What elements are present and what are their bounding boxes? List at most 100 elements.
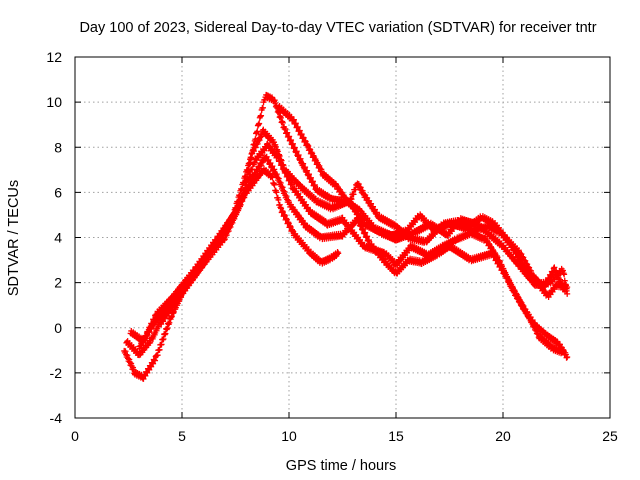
data-point [258, 159, 265, 166]
data-point [307, 174, 314, 181]
data-point [358, 216, 365, 223]
data-point [268, 173, 275, 180]
y-tick-label: 10 [46, 94, 62, 110]
data-series [121, 91, 571, 382]
data-point [348, 196, 355, 203]
data-point [240, 193, 247, 200]
data-point [335, 250, 342, 257]
data-point [259, 104, 266, 111]
data-point [302, 164, 309, 171]
data-point [304, 167, 311, 174]
data-point [170, 308, 177, 315]
data-point [522, 306, 529, 313]
data-point [290, 116, 297, 123]
data-point [308, 149, 315, 156]
data-point [518, 299, 525, 306]
data-point [316, 165, 323, 172]
series-track-5 [157, 91, 569, 328]
data-point [304, 142, 311, 149]
data-point [252, 136, 259, 143]
data-point [250, 174, 257, 181]
data-point [254, 128, 261, 135]
series-track-3 [127, 140, 566, 357]
data-point [508, 281, 515, 288]
x-tick-label: 15 [388, 428, 404, 444]
plot-border [74, 56, 611, 419]
y-tick-label: 6 [54, 184, 62, 200]
data-point [154, 352, 161, 359]
data-point [164, 325, 171, 332]
x-tick-label: 5 [178, 428, 186, 444]
data-point [300, 134, 307, 141]
data-point [311, 182, 318, 189]
data-point [158, 341, 165, 348]
data-point [561, 271, 568, 278]
data-point [564, 354, 571, 361]
data-point [373, 209, 380, 216]
data-point [156, 346, 163, 353]
data-point [242, 184, 249, 191]
y-tick-label: 4 [54, 230, 62, 246]
data-point [160, 336, 167, 343]
data-point [506, 280, 513, 287]
y-tick-label: 2 [54, 275, 62, 291]
data-point [275, 196, 282, 203]
y-tick-label: -4 [50, 410, 63, 426]
data-point [294, 123, 301, 130]
data-point [292, 120, 299, 127]
x-tick-label: 0 [71, 428, 79, 444]
data-point [165, 320, 172, 327]
data-point [563, 354, 570, 361]
data-point [166, 319, 173, 326]
data-point [298, 131, 305, 138]
data-point [247, 156, 254, 163]
data-point [296, 127, 303, 134]
data-point [256, 120, 263, 127]
data-point [273, 189, 280, 196]
data-point [270, 180, 277, 187]
data-point [300, 160, 307, 167]
data-point [506, 277, 513, 284]
data-point [512, 290, 519, 297]
y-tick-label: 8 [54, 139, 62, 155]
data-point [347, 195, 354, 202]
x-tick-label: 10 [281, 428, 297, 444]
data-point [524, 309, 531, 316]
y-tick-label: 0 [54, 320, 62, 336]
data-point [520, 303, 527, 310]
x-axis-label: GPS time / hours [286, 458, 396, 474]
data-point [302, 137, 309, 144]
x-tick-label: 25 [602, 428, 618, 444]
data-point [309, 178, 316, 185]
data-point [311, 181, 318, 188]
data-point [306, 145, 313, 152]
data-point [163, 326, 170, 333]
data-point [559, 349, 566, 356]
data-point [564, 284, 571, 291]
data-point [516, 296, 523, 303]
data-point [346, 200, 353, 207]
y-tick-labels: -4 -2 0 2 4 6 8 10 12 [46, 49, 62, 426]
x-tick-labels: 0 5 10 15 20 25 [71, 428, 618, 444]
y-axis-label: SDTVAR / TECUs [6, 180, 22, 296]
x-tick-label: 20 [495, 428, 511, 444]
data-point [245, 166, 252, 173]
data-point [244, 175, 251, 182]
data-point [162, 330, 169, 337]
data-point [302, 138, 309, 145]
data-point [168, 314, 175, 321]
data-point [305, 143, 312, 150]
data-point [256, 163, 263, 170]
data-point [306, 171, 313, 178]
data-point [254, 166, 261, 173]
data-point [271, 181, 278, 188]
series-track-6 [275, 103, 571, 301]
chart-title: Day 100 of 2023, Sidereal Day-to-day VTE… [79, 20, 596, 36]
data-point [249, 147, 256, 154]
data-point [350, 191, 357, 198]
data-point [159, 336, 166, 343]
data-point [345, 199, 352, 206]
data-point [258, 112, 265, 119]
y-tick-label: 12 [46, 49, 62, 65]
